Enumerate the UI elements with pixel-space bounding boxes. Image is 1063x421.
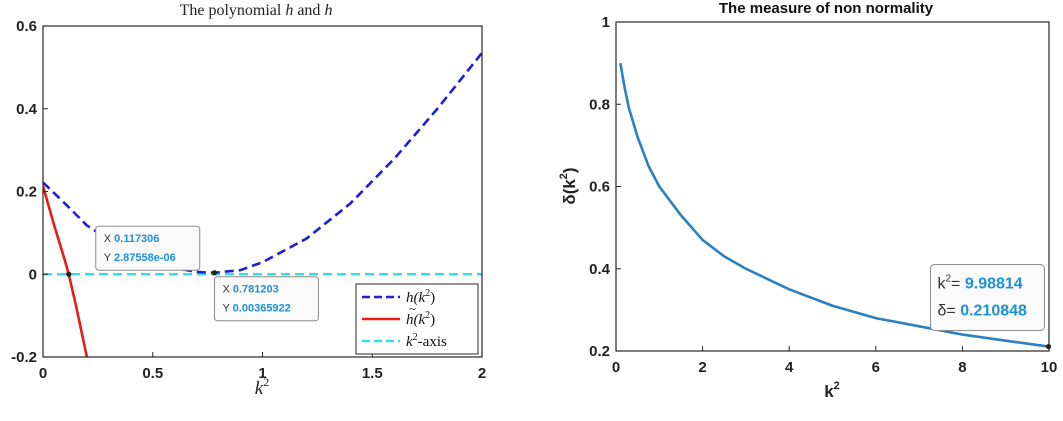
right-x-tick-label: 0	[612, 359, 620, 376]
left-y-tick-label: 0.2	[16, 184, 37, 201]
tilde-mark: ~	[409, 301, 416, 316]
legend-label-h: h(k2)	[406, 288, 435, 306]
datatip-marker	[66, 271, 72, 277]
left-y-tick-label: 0	[29, 266, 37, 283]
datatip-y-line: Y 2.87558e-06	[104, 252, 176, 264]
datatip[interactable]: k2= 9.98814 δ= 0.210848	[929, 264, 1052, 350]
datatip-x-line: k2= 9.98814	[937, 274, 1022, 293]
datatip-box	[213, 276, 319, 322]
datatip[interactable]: X 0.781203 Y 0.00365922	[211, 270, 319, 322]
right-datatips: k2= 9.98814 δ= 0.210848	[929, 264, 1052, 350]
right-x-tick-label: 6	[872, 359, 880, 376]
datatip-x-line: X 0.781203	[222, 284, 278, 296]
right-x-tick-label: 10	[1041, 359, 1058, 376]
right-x-tick-label: 8	[958, 359, 966, 376]
legend-label-k2-axis: k2-axis	[406, 332, 447, 350]
left-series-line-1	[43, 185, 89, 357]
right-y-axis-label: δ(k2)	[558, 167, 579, 204]
left-x-tick-label: 2	[478, 365, 486, 382]
datatip-x-line: X 0.117306	[104, 233, 160, 245]
right-y-tick-label: 0.8	[589, 96, 610, 113]
left-y-tick-label: 0.4	[16, 101, 38, 118]
left-x-tick-label: 1.5	[362, 365, 383, 382]
left-y-tick-label: 0.6	[16, 18, 37, 35]
legend-label-h-tilde: h(k2)	[406, 310, 435, 328]
left-chart-title: The polynomial h and h	[180, 2, 333, 19]
left-legend[interactable]: h(k2) h(k2) ~ k2-axis	[355, 283, 479, 355]
left-datatips: X 0.117306 Y 2.87558e-06 X 0.781203 Y 0.003…	[66, 225, 319, 322]
right-x-axis-label: k2	[824, 380, 840, 401]
right-y-tick-label: 1	[602, 14, 610, 31]
left-chart: The polynomial h and h 0 0.5 1 1.5 2-0.200.2…	[11, 2, 486, 399]
datatip-marker	[211, 270, 218, 276]
left-x-tick-label: 1	[258, 365, 266, 382]
datatip-marker	[1045, 343, 1052, 350]
datatip-y-line: δ= 0.210848	[937, 303, 1027, 320]
right-y-tick-label: 0.2	[589, 343, 610, 360]
right-chart: The measure of non normality 0 2 4 6 8 100.20…	[558, 0, 1057, 401]
left-x-tick-label: 0	[39, 365, 47, 382]
right-ticks: 0 2 4 6 8 10 0.2 0.4 0.6 0.8 1	[589, 14, 1057, 376]
datatip-y-line: Y 0.00365922	[222, 303, 290, 315]
right-x-tick-label: 2	[698, 359, 706, 376]
datatip-box	[929, 264, 1045, 332]
right-x-tick-label: 4	[785, 359, 794, 376]
right-y-tick-label: 0.6	[589, 179, 610, 196]
right-y-tick-label: 0.4	[589, 261, 611, 278]
left-ticks: 0 0.5 1 1.5 2-0.200.20.40.6	[11, 18, 486, 382]
datatip-box	[95, 225, 201, 271]
left-x-tick-label: 0.5	[142, 365, 163, 382]
right-chart-title: The measure of non normality	[719, 0, 934, 17]
left-y-tick-label: -0.2	[11, 349, 37, 366]
datatip[interactable]: X 0.117306 Y 2.87558e-06	[66, 225, 201, 277]
left-x-axis-label: k2	[255, 375, 269, 399]
